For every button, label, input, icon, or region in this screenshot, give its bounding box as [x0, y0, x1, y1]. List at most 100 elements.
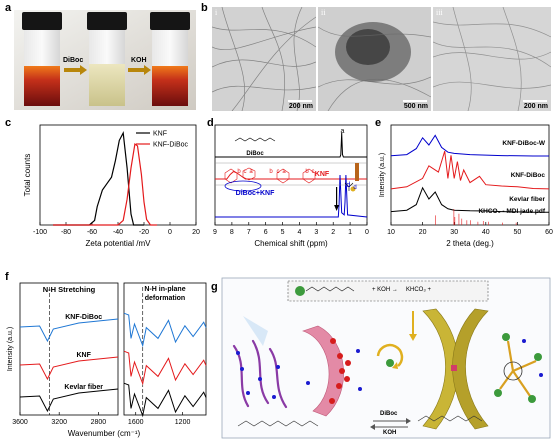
nmr-struct-label-6: b	[305, 169, 309, 175]
nmr-struct-label-0: b	[237, 169, 241, 175]
schematic	[221, 277, 551, 439]
panel-f-label: f	[5, 271, 9, 283]
zeta-x-tick-label: 20	[192, 229, 200, 236]
ftir-annot-inplane: N-H in-plane	[144, 286, 185, 293]
tem-i-scalebar	[288, 100, 312, 102]
nmr-product-label: DiBoc+KNF	[236, 190, 275, 197]
arrow-label-koh: KOH	[131, 57, 147, 64]
nmr-arrow-head	[334, 205, 340, 211]
ftir-x-tick-label: 3200	[51, 419, 67, 426]
zeta-y-axis-label: Total counts	[23, 154, 32, 197]
zeta-x-tick-label: 0	[168, 229, 172, 236]
nmr-x-tick-label: 3	[314, 229, 318, 236]
ftir-series-label-0: KNF-DiBoc	[65, 314, 102, 321]
nmr-knf-label: KNF	[315, 171, 330, 178]
panel-c-label: c	[5, 117, 12, 129]
nmr-struct-d-label: d	[353, 185, 356, 191]
ftir-x-tick-label: 1600	[128, 419, 144, 426]
zeta-series-1	[53, 142, 157, 226]
arrow-label-diboc: DiBoc	[63, 57, 84, 64]
panel-f: f 3600 3200 2800 1600 1200 KNF-DiBoc KNF Kevlar…	[0, 271, 208, 441]
ftir-x-tick-label: 3600	[12, 419, 28, 426]
zeta-x-tick-label: -80	[61, 229, 71, 236]
ftir-right-series-2	[123, 382, 207, 418]
xrd-chart: 10 20 30 40 50 60 KNF-DiBoc-W KNF-DiBoc Kevlar f…	[379, 124, 553, 248]
xrd-x-tick-label: 40	[482, 229, 490, 236]
diboc-structure	[234, 137, 276, 142]
nmr-struct-label-4: c	[277, 169, 280, 175]
panel-d-label: d	[207, 117, 214, 129]
tem-image-i: i 200 nm	[212, 7, 316, 111]
nmr-x-tick-label: 0	[365, 229, 369, 236]
xrd-x-axis-label: 2 theta (deg.)	[446, 239, 494, 248]
diboc-name: DiBoc	[246, 151, 264, 157]
blue-ions	[236, 351, 280, 399]
zeta-x-tick-label: -40	[113, 229, 123, 236]
nmr-peak-a-label: a	[341, 128, 345, 135]
nmr-x-tick-label: 2	[331, 229, 335, 236]
tem-i-num: i	[215, 8, 218, 17]
xrd-x-tick-label: 60	[545, 229, 553, 236]
nmr-x-tick-label: 9	[213, 229, 217, 236]
xrd-x-tick-label: 30	[450, 229, 458, 236]
ftir-chart: 3600 3200 2800 1600 1200 KNF-DiBoc KNF Kevlar f…	[7, 282, 207, 438]
knf-vial-icon	[355, 163, 359, 181]
ftir-frame-left	[19, 282, 119, 416]
tem-ii-scale: 500 nm	[403, 103, 428, 110]
ftir-left-series-1	[19, 356, 119, 381]
nmr-struct-label-1: c	[244, 169, 247, 175]
panel-g-label: g	[211, 281, 218, 293]
panel-e-label: e	[375, 117, 382, 129]
vials-photo	[14, 10, 196, 110]
ftir-frame-right	[123, 282, 207, 416]
xrd-x-tick-label: 20	[419, 229, 427, 236]
nmr-x-tick-label: 4	[297, 229, 301, 236]
tbuoh-marker	[350, 186, 356, 192]
tem-i-scale: 200 nm	[288, 103, 313, 110]
xrd-plot-frame	[390, 124, 550, 226]
ftir-x-tick-label: 2800	[91, 419, 107, 426]
panel-a: a DiBoc KOH	[0, 0, 200, 112]
gold-nanofiber-right	[452, 308, 489, 430]
xrd-series-1	[390, 150, 550, 190]
panel-a-label: a	[5, 2, 12, 14]
tem-image-ii: ii 500 nm	[318, 7, 431, 111]
nmr-x-axis-label: Chemical shift (ppm)	[254, 239, 328, 248]
panel-e: e 10 20 30 40 50 60 KNF-DiBoc-W KNF-DiBoc Kevlar…	[373, 113, 554, 251]
xrd-y-axis-label: Intensity (a.u.)	[379, 153, 386, 197]
tem-iii-scalebar	[523, 100, 547, 102]
zeta-legend-label-1: KNF-DiBoc	[153, 142, 189, 149]
knf-structure-right	[276, 168, 316, 184]
knf-structure-left	[224, 167, 256, 184]
zeta-series-0	[53, 130, 144, 226]
ftir-x-tick-label: 1200	[175, 419, 191, 426]
rev-arrow-diboc: DiBoc	[380, 411, 398, 417]
ftir-annot-deform: deformation	[145, 295, 185, 302]
zeta-x-tick-label: -60	[87, 229, 97, 236]
zeta-legend-label-0: KNF	[153, 131, 167, 138]
branch-molecule	[499, 340, 537, 397]
xrd-x-tick-label: 10	[387, 229, 395, 236]
tbuoh-structure	[344, 182, 354, 191]
xrd-series-label-1: KNF-DiBoc	[511, 172, 546, 179]
zeta-x-tick-label: -100	[33, 229, 47, 236]
rev-arrow-koh: KOH	[383, 430, 397, 436]
panel-g: g	[208, 271, 554, 441]
nmr-struct-label-7: c	[312, 169, 315, 175]
zeta-x-axis-label: Zeta potential /mV	[86, 239, 152, 248]
tem-ii-scalebar	[403, 100, 427, 102]
nmr-x-tick-label: 5	[281, 229, 285, 236]
nmr-x-tick-label: 6	[264, 229, 268, 236]
panel-b-label: b	[201, 2, 208, 14]
zeta-chart: -100 -80 -60 -40 -20 0 20 KNF KNF-DiBoc Zeta pote…	[23, 124, 200, 248]
xrd-series-label-0: KNF-DiBoc-W	[502, 140, 545, 147]
nmr-peak-d-label: d	[346, 182, 350, 189]
ftir-annot-stretch: N-H Stretching	[43, 285, 96, 294]
gold-nanofiber-left	[422, 308, 459, 430]
tem-iii-num: iii	[436, 8, 443, 17]
zeta-plot-frame	[39, 124, 197, 226]
ftir-series-label-1: KNF	[77, 352, 92, 359]
vial-yellow	[87, 12, 127, 106]
tem-image-iii: iii 200 nm	[433, 7, 551, 111]
tem-iii-scale: 200 nm	[523, 103, 548, 110]
